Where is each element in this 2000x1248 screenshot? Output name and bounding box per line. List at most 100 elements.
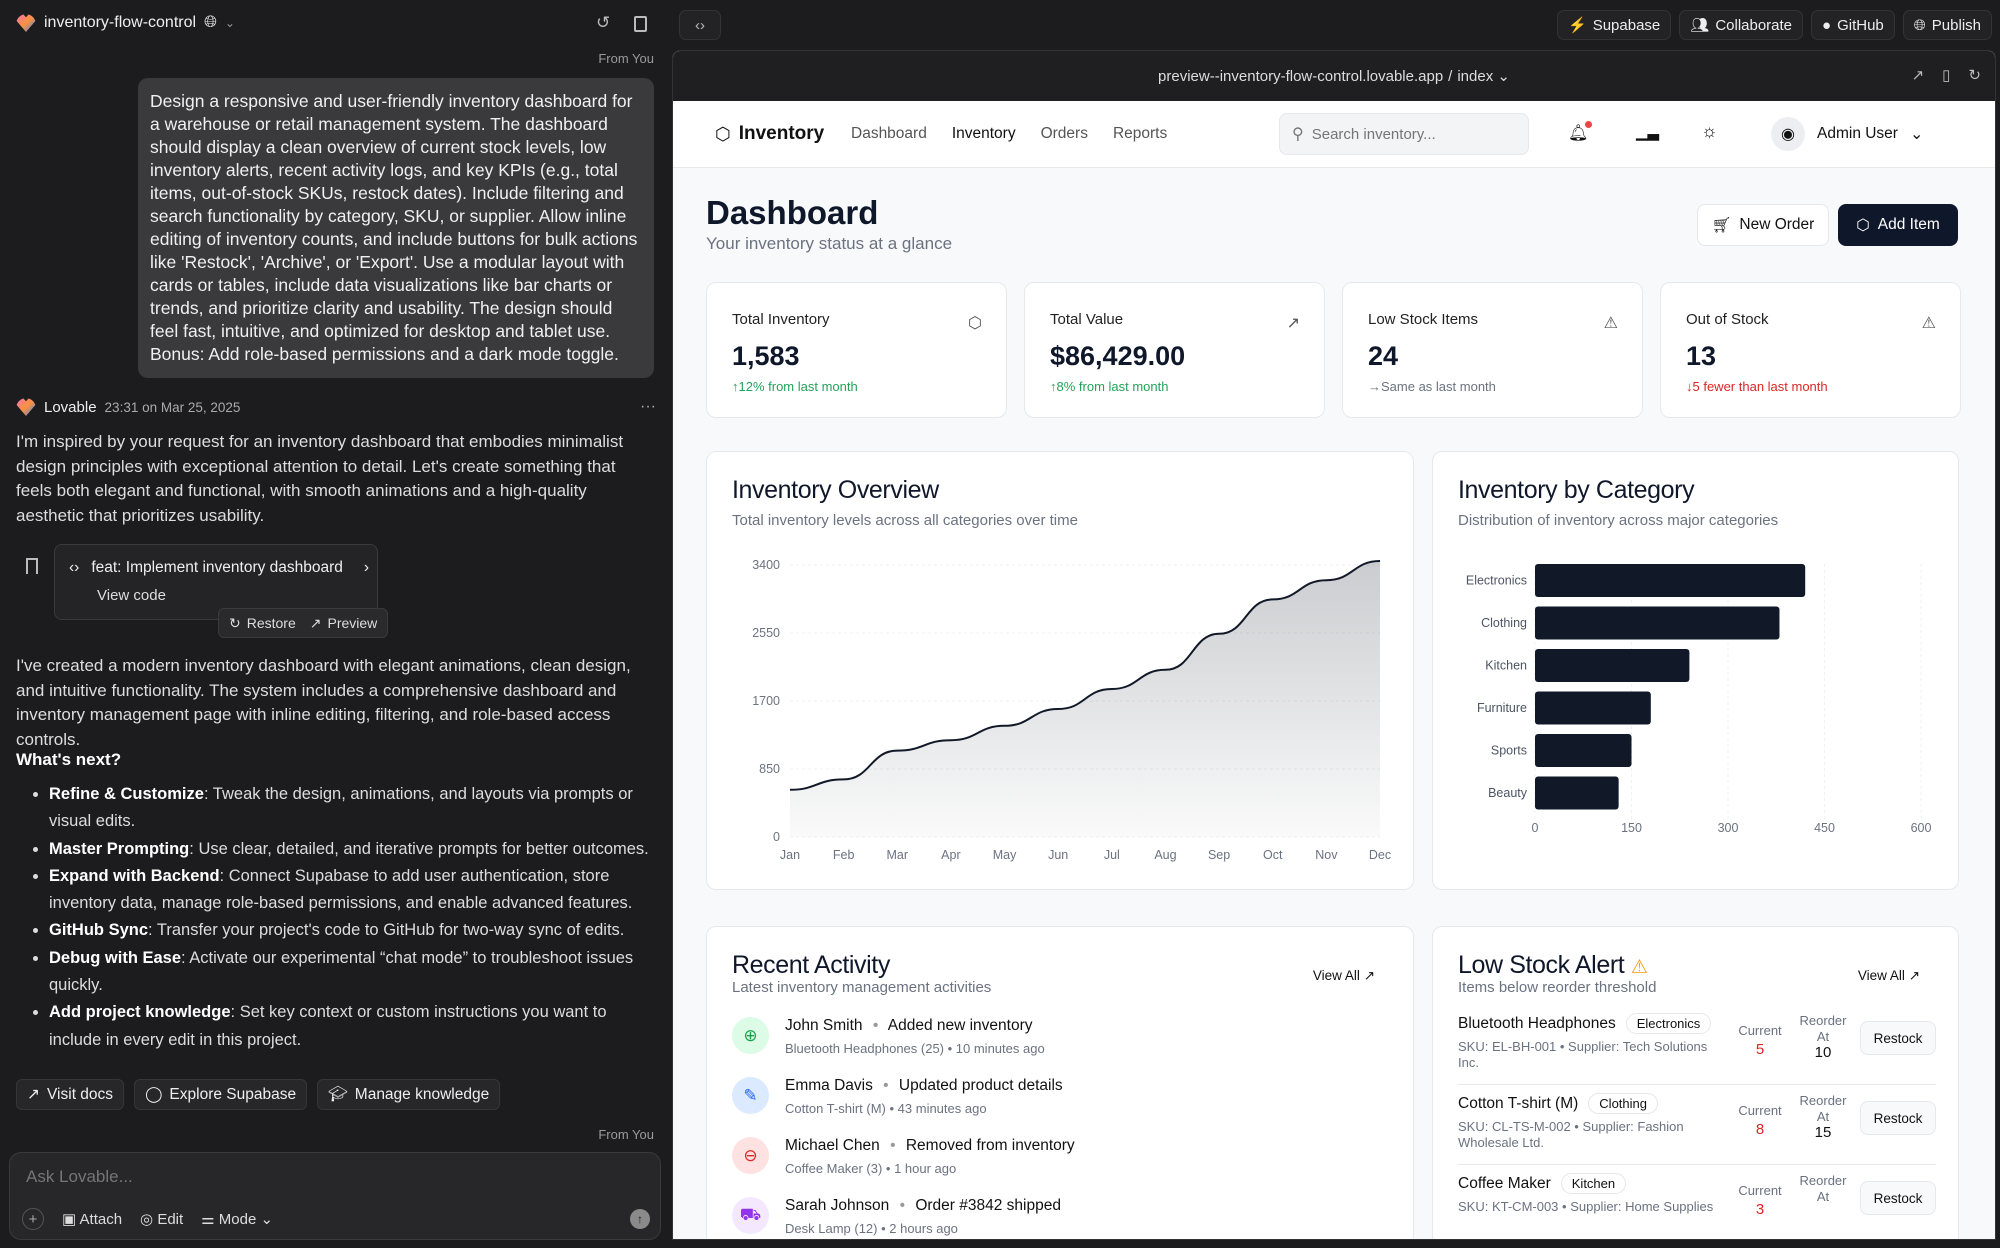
activity-user: Sarah Johnson bbox=[785, 1197, 890, 1214]
search-input[interactable] bbox=[1311, 125, 1512, 143]
explore-supabase-button[interactable]: ◯ Explore Supabase bbox=[134, 1079, 308, 1110]
restock-button[interactable]: Restock bbox=[1860, 1101, 1936, 1135]
activity-user: Michael Chen bbox=[785, 1137, 880, 1154]
restore-button[interactable]: Restore bbox=[246, 615, 296, 631]
reorder-label: Reorder At bbox=[1799, 1013, 1847, 1044]
mobile-view-icon[interactable]: ▯ bbox=[1942, 67, 1951, 84]
collaborate-button[interactable]: 👥︎ Collaborate bbox=[1679, 10, 1804, 40]
package-icon: ⬡ bbox=[968, 315, 982, 332]
chart-icon[interactable]: ▁▃ bbox=[1636, 124, 1660, 141]
nav-dashboard[interactable]: Dashboard bbox=[851, 125, 927, 142]
x-tick-label: 600 bbox=[1911, 821, 1932, 835]
current-label: Current bbox=[1738, 1023, 1782, 1038]
image-icon: ▣ bbox=[62, 1211, 80, 1228]
supabase-button[interactable]: ⚡ Supabase bbox=[1557, 10, 1672, 40]
route-select[interactable]: index ⌄ bbox=[1457, 68, 1510, 85]
theme-toggle-sun-icon[interactable]: ☼ bbox=[1701, 121, 1718, 141]
y-tick-label: 850 bbox=[759, 762, 780, 776]
chart-subtitle: Total inventory levels across all catego… bbox=[732, 512, 1078, 529]
bar bbox=[1535, 649, 1690, 682]
github-button[interactable]: ● GitHub bbox=[1811, 10, 1895, 40]
preview-url: preview--inventory-flow-control.lovable.… bbox=[1158, 67, 1444, 85]
current-label: Current bbox=[1738, 1103, 1782, 1118]
kpi-value: 24 bbox=[1368, 341, 1399, 371]
globe-icon: 🌐︎ bbox=[204, 14, 217, 31]
supabase-label: Supabase bbox=[1592, 16, 1661, 34]
attach-button[interactable]: ▣ Attach bbox=[62, 1210, 122, 1228]
app-brand[interactable]: ⬡ Inventory bbox=[715, 123, 824, 145]
kpi-card: Total Value ↗ $86,429.00 ↑8% from last m… bbox=[1024, 282, 1325, 418]
activity-action: Order #3842 shipped bbox=[915, 1197, 1061, 1214]
publish-button[interactable]: 🌐︎ Publish bbox=[1902, 10, 1992, 40]
warning-icon: ⚠ bbox=[1630, 957, 1648, 978]
project-menu[interactable]: inventory-flow-control 🌐︎ ⌄ bbox=[16, 14, 235, 32]
nav-inventory[interactable]: Inventory bbox=[951, 125, 1016, 142]
next-step-item: Add project knowledge: Set key context o… bbox=[49, 999, 656, 1054]
category-label: Clothing bbox=[1481, 616, 1527, 630]
history-icon[interactable]: ↺ bbox=[596, 13, 611, 32]
next-step-title: Debug with Ease bbox=[49, 948, 182, 967]
next-step-title: Expand with Backend bbox=[49, 866, 220, 885]
new-order-button[interactable]: 🛒︎ New Order bbox=[1697, 204, 1829, 246]
plus-button[interactable]: + bbox=[22, 1208, 44, 1230]
user-prompt: Design a responsive and user-friendly in… bbox=[138, 78, 654, 378]
activity-item[interactable]: ⛟ Sarah Johnson • Order #3842 shipped De… bbox=[732, 1197, 1061, 1236]
kpi-card: Total Inventory ⬡ 1,583 ↑12% from last m… bbox=[706, 282, 1007, 418]
chat-input[interactable] bbox=[26, 1167, 626, 1187]
preview-url-bar: preview--inventory-flow-control.lovable.… bbox=[673, 51, 1995, 101]
edit-button[interactable]: ◎ Edit bbox=[140, 1210, 183, 1228]
bookmark-icon[interactable] bbox=[26, 558, 38, 574]
supabase-icon: ⚡ bbox=[1568, 17, 1587, 34]
activity-icon: ⛟ bbox=[732, 1197, 769, 1234]
kpi-label: Out of Stock bbox=[1686, 311, 1769, 328]
kpi-value: 1,583 bbox=[732, 341, 800, 371]
kpi-label: Total Inventory bbox=[732, 311, 830, 328]
sidebar-toggle-icon[interactable] bbox=[634, 16, 647, 32]
x-tick-label: Apr bbox=[941, 848, 960, 862]
package-icon: ⬡ bbox=[715, 123, 731, 144]
nav-reports[interactable]: Reports bbox=[1112, 125, 1168, 142]
x-tick-label: Sep bbox=[1208, 848, 1230, 862]
open-external-icon[interactable]: ↗ bbox=[1911, 67, 1925, 84]
view-code-link[interactable]: View code bbox=[97, 587, 166, 604]
next-step-item: Master Prompting: Use clear, detailed, a… bbox=[49, 836, 656, 863]
restock-button[interactable]: Restock bbox=[1860, 1021, 1936, 1055]
send-button[interactable]: ↑ bbox=[630, 1209, 650, 1229]
user-name: Admin User bbox=[1817, 125, 1898, 142]
alert-triangle-icon: ⚠ bbox=[1921, 315, 1936, 332]
activity-item[interactable]: ✎ Emma Davis • Updated product details C… bbox=[732, 1077, 1063, 1116]
visit-docs-button[interactable]: ↗ Visit docs bbox=[16, 1079, 125, 1110]
nav-orders[interactable]: Orders bbox=[1040, 125, 1088, 142]
kpi-change: ↑8% from last month bbox=[1050, 379, 1169, 394]
low-stock-title-text: Low Stock Alert bbox=[1458, 951, 1625, 979]
restock-button[interactable]: Restock bbox=[1860, 1181, 1936, 1215]
add-item-label: Add Item bbox=[1877, 216, 1940, 233]
kpi-label: Low Stock Items bbox=[1368, 311, 1479, 328]
view-all-activity-link[interactable]: View All ↗ bbox=[1313, 968, 1375, 984]
commit-card[interactable]: ‹› feat: Implement inventory dashboard ›… bbox=[54, 544, 378, 620]
next-step-item: Refine & Customize: Tweak the design, an… bbox=[49, 781, 656, 836]
more-icon[interactable]: ··· bbox=[640, 398, 656, 415]
x-tick-label: Feb bbox=[833, 848, 855, 862]
activity-detail: Bluetooth Headphones (25) • 10 minutes a… bbox=[785, 1041, 1045, 1056]
refresh-icon[interactable]: ↻ bbox=[1968, 67, 1981, 84]
add-item-button[interactable]: ⬡ Add Item bbox=[1838, 204, 1958, 246]
manage-knowledge-button[interactable]: 🎓︎ Manage knowledge bbox=[317, 1079, 501, 1110]
x-tick-label: Jul bbox=[1104, 848, 1120, 862]
preview-frame: preview--inventory-flow-control.lovable.… bbox=[672, 50, 1996, 1240]
user-menu[interactable]: ◉ Admin User ⌄ bbox=[1771, 117, 1923, 151]
notifications-bell-icon[interactable]: 🔔︎ bbox=[1568, 121, 1593, 143]
route-label: index bbox=[1457, 68, 1494, 85]
current-value: 5 bbox=[1755, 1041, 1765, 1058]
activity-item[interactable]: ⊕ John Smith • Added new inventory Bluet… bbox=[732, 1017, 1045, 1056]
view-all-low-stock-link[interactable]: View All ↗ bbox=[1858, 968, 1920, 984]
chevron-down-icon: ⌄ bbox=[1909, 126, 1924, 143]
mode-button[interactable]: ⚌ Mode ⌄ bbox=[201, 1211, 274, 1228]
y-tick-label: 3400 bbox=[752, 558, 780, 572]
preview-button[interactable]: Preview bbox=[327, 615, 378, 631]
series-line bbox=[789, 560, 1381, 791]
activity-item[interactable]: ⊖ Michael Chen • Removed from inventory … bbox=[732, 1137, 1075, 1176]
code-toggle-button[interactable]: ‹› bbox=[679, 10, 721, 40]
external-link-icon: ↗ bbox=[309, 614, 322, 631]
x-tick-label: Jun bbox=[1048, 848, 1068, 862]
